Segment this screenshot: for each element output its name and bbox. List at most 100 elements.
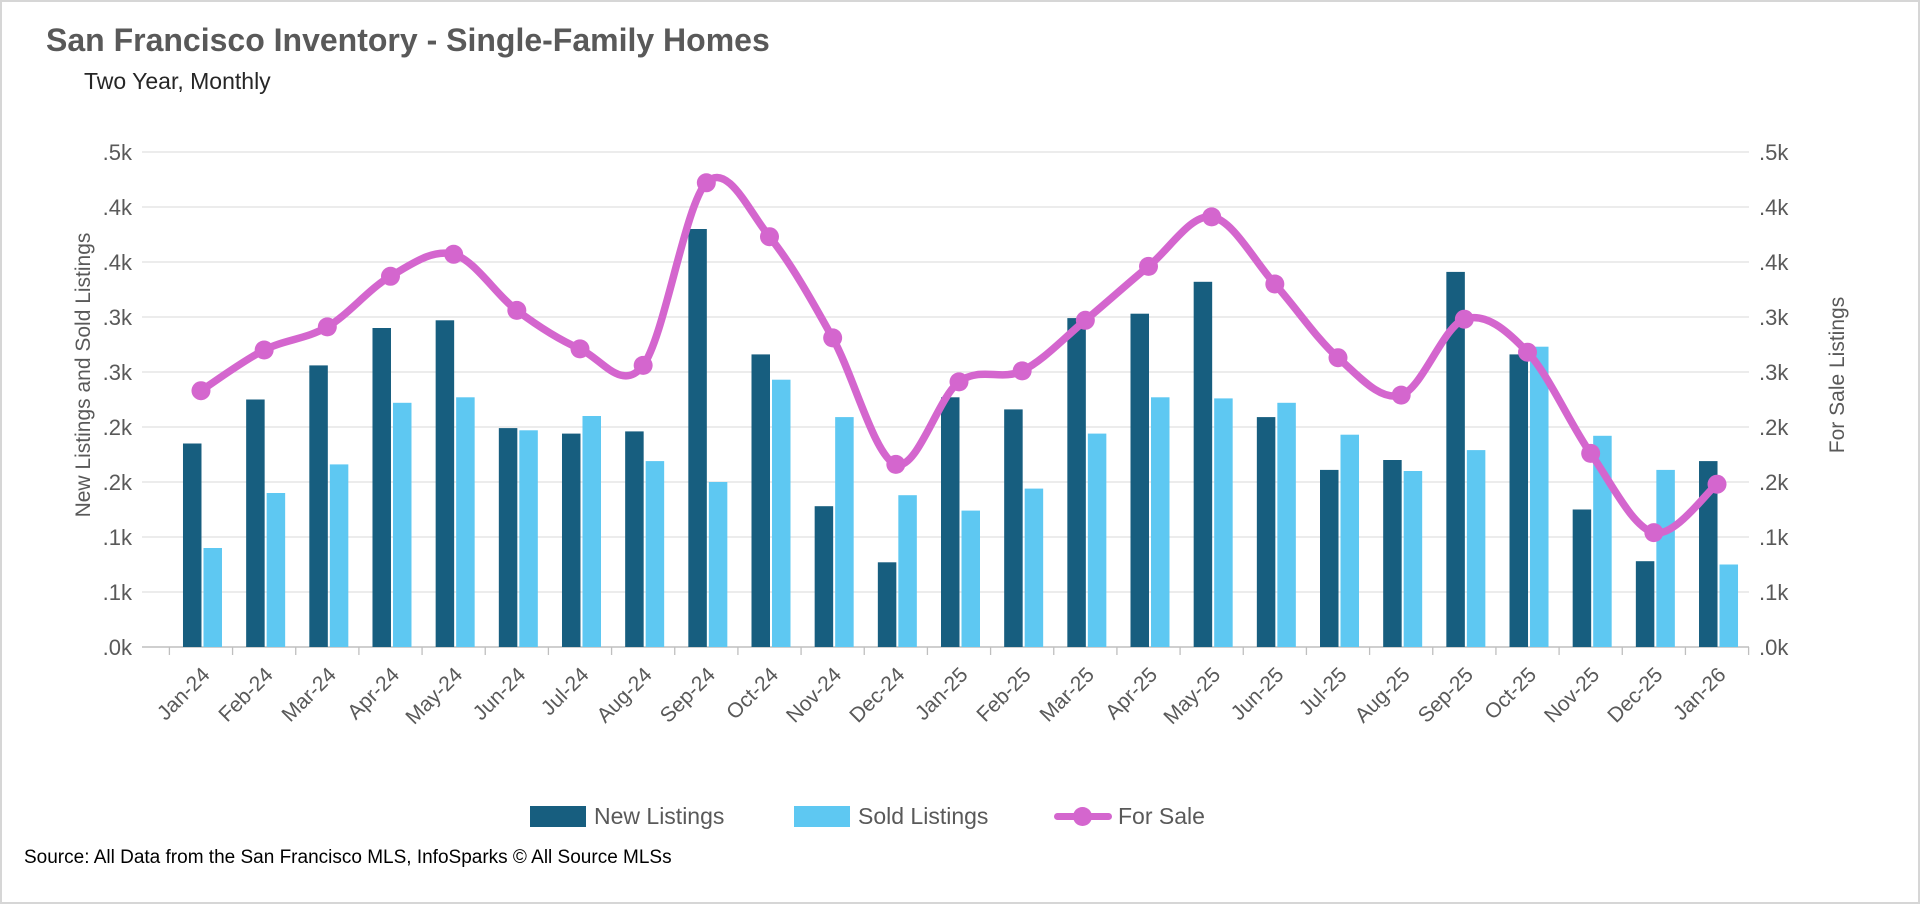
y-tick-label-right: .2k	[1759, 470, 1789, 495]
bar-sold-listings	[203, 548, 222, 647]
x-tick-label: Jul-25	[1295, 663, 1352, 720]
bar-new-listings	[372, 328, 391, 647]
bar-new-listings	[246, 399, 265, 647]
bar-sold-listings	[1530, 346, 1549, 647]
bar-new-listings	[435, 320, 455, 647]
y-tick-label-right: .0k	[1759, 635, 1789, 660]
for-sale-point	[1454, 309, 1474, 329]
bar-sold-listings	[1340, 434, 1360, 647]
for-sale-point	[823, 328, 843, 348]
bar-new-listings	[1446, 271, 1465, 647]
for-sale-point	[1139, 256, 1159, 276]
y-tick-label-left: .1k	[103, 525, 133, 550]
bar-sold-listings	[1151, 397, 1170, 647]
x-tick-label: Feb-25	[972, 663, 1035, 726]
for-sale-point	[507, 300, 527, 320]
for-sale-point	[1012, 361, 1032, 381]
for-sale-point	[1518, 342, 1538, 362]
for-sale-point	[1202, 207, 1222, 227]
x-tick-label: Oct-25	[1480, 663, 1541, 724]
bar-sold-listings	[1403, 471, 1423, 647]
bar-sold-listings	[835, 417, 854, 647]
x-tick-label: Sep-24	[656, 663, 720, 727]
x-tick-label: Aug-24	[593, 663, 657, 727]
for-sale-point	[570, 339, 590, 359]
y-tick-label-left: .5k	[103, 140, 133, 165]
y-tick-label-right: .1k	[1759, 525, 1789, 550]
for-sale-point	[1075, 310, 1095, 330]
bar-sold-listings	[266, 493, 286, 647]
x-tick-label: Dec-24	[845, 663, 909, 727]
y-tick-label-left: .4k	[103, 195, 133, 220]
bar-sold-listings	[1214, 398, 1233, 647]
bar-new-listings	[1635, 561, 1655, 647]
bar-sold-listings	[582, 416, 601, 647]
for-sale-point	[1581, 443, 1601, 463]
y-tick-label-left: .3k	[103, 305, 133, 330]
bar-sold-listings	[456, 397, 475, 647]
bar-sold-listings	[708, 482, 728, 647]
y-tick-label-left: .0k	[103, 635, 133, 660]
x-tick-label: Sep-25	[1414, 663, 1478, 727]
bar-new-listings	[688, 229, 707, 647]
bar-new-listings	[751, 354, 770, 647]
for-sale-point	[1644, 523, 1664, 543]
y-tick-label-left: .1k	[103, 580, 133, 605]
x-tick-label: Oct-24	[722, 663, 783, 724]
bar-new-listings	[309, 365, 328, 647]
bar-new-listings	[561, 433, 581, 647]
x-tick-label: Mar-25	[1036, 663, 1099, 726]
for-sale-point	[886, 454, 906, 474]
bar-sold-listings	[1466, 450, 1486, 647]
bar-new-listings	[1572, 509, 1592, 647]
y-tick-label-right: .5k	[1759, 140, 1789, 165]
bar-new-listings	[1320, 469, 1339, 647]
x-tick-label: Apr-24	[343, 663, 404, 724]
for-sale-point	[1391, 385, 1411, 405]
x-tick-label: Jan-24	[153, 663, 215, 725]
for-sale-point	[1265, 274, 1285, 294]
bar-new-listings	[625, 431, 644, 647]
x-tick-label: Dec-25	[1603, 663, 1667, 727]
bar-new-listings	[1004, 409, 1023, 647]
x-tick-label: Apr-25	[1101, 663, 1162, 724]
y-tick-label-right: .3k	[1759, 305, 1789, 330]
for-sale-point	[1328, 348, 1348, 368]
bar-sold-listings	[1024, 488, 1044, 647]
x-tick-label: Aug-25	[1351, 663, 1415, 727]
y-tick-label-left: .4k	[103, 250, 133, 275]
x-tick-label: Feb-24	[214, 663, 278, 727]
chart-title: San Francisco Inventory - Single-Family …	[46, 22, 770, 58]
y-tick-label-right: .3k	[1759, 360, 1789, 385]
y-tick-label-left: .2k	[103, 415, 133, 440]
for-sale-point	[1707, 474, 1727, 494]
for-sale-point	[696, 173, 716, 193]
for-sale-point	[317, 317, 337, 337]
bar-sold-listings	[1087, 433, 1107, 647]
x-tick-label: Jan-25	[911, 663, 973, 725]
y-tick-label-right: .2k	[1759, 415, 1789, 440]
source-note: Source: All Data from the San Francisco …	[24, 847, 672, 868]
bar-new-listings	[182, 443, 202, 647]
x-tick-label: Jun-25	[1227, 663, 1289, 725]
for-sale-point	[949, 372, 969, 392]
y-tick-label-right: .4k	[1759, 250, 1789, 275]
bar-sold-listings	[519, 430, 538, 647]
chart-subtitle: Two Year, Monthly	[84, 68, 271, 94]
bar-new-listings	[1256, 417, 1276, 647]
x-tick-label: Jul-24	[537, 663, 594, 720]
bar-new-listings	[814, 506, 834, 647]
x-tick-label: Mar-24	[278, 663, 342, 727]
for-sale-point	[254, 340, 274, 360]
bar-sold-listings	[1719, 564, 1739, 647]
bar-sold-listings	[392, 402, 412, 647]
bar-new-listings	[1130, 313, 1150, 647]
for-sale-point	[633, 355, 653, 375]
bar-sold-listings	[1277, 402, 1296, 647]
y-tick-label-left: .2k	[103, 470, 133, 495]
bar-new-listings	[498, 428, 518, 647]
bar-sold-listings	[961, 510, 980, 647]
for-sale-point	[444, 244, 464, 264]
